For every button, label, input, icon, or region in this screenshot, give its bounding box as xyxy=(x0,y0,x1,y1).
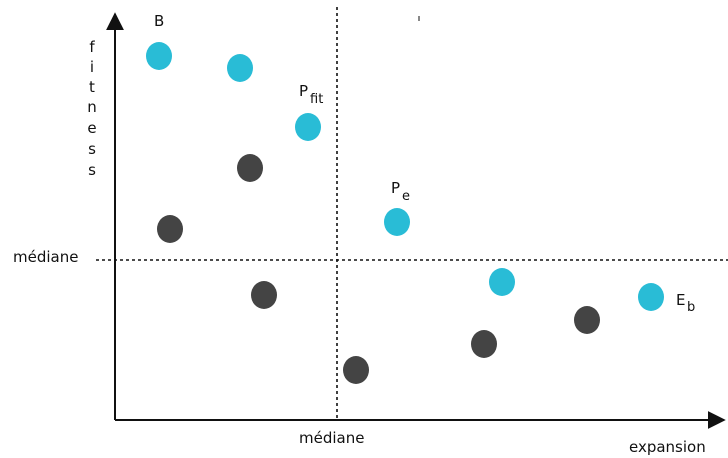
x-axis-label: expansion xyxy=(629,438,706,456)
svg-text:b: b xyxy=(687,300,695,315)
svg-text:s: s xyxy=(88,140,96,158)
point-d4 xyxy=(343,356,369,384)
point-p-fit xyxy=(295,113,321,141)
svg-text:e: e xyxy=(402,189,410,204)
svg-text:t: t xyxy=(89,78,95,96)
point-b xyxy=(146,42,172,70)
label-e-b: E b xyxy=(676,291,695,315)
median-vertical-label: médiane xyxy=(299,429,364,447)
point-d6 xyxy=(574,306,600,334)
point-e-b xyxy=(638,283,664,311)
point-d3 xyxy=(251,281,277,309)
point-d2 xyxy=(157,215,183,243)
point-d1 xyxy=(237,154,263,182)
svg-text:P: P xyxy=(299,82,308,100)
svg-text:i: i xyxy=(90,58,94,76)
svg-text:n: n xyxy=(87,98,97,116)
label-p-e: P e xyxy=(391,179,410,204)
point-p-e xyxy=(384,208,410,236)
svg-text:fit: fit xyxy=(310,92,323,107)
median-horizontal-label: médiane xyxy=(13,248,78,266)
svg-text:s: s xyxy=(88,161,96,179)
label-b: B xyxy=(154,12,164,30)
label-p-fit: P fit xyxy=(299,82,323,107)
point-s5 xyxy=(489,268,515,296)
svg-text:f: f xyxy=(89,38,95,56)
svg-text:P: P xyxy=(391,179,400,197)
svg-text:E: E xyxy=(676,291,685,309)
point-s2 xyxy=(227,54,253,82)
svg-text:e: e xyxy=(87,119,96,137)
point-d5 xyxy=(471,330,497,358)
y-axis-label: f i t n e s s xyxy=(87,38,97,179)
